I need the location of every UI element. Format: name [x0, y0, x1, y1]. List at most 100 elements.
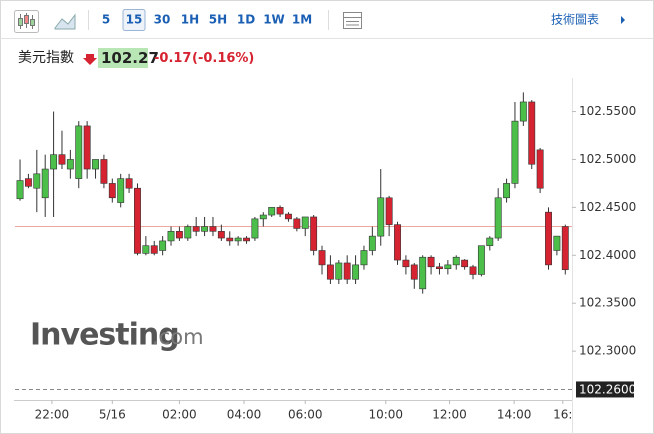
tech-chart-link[interactable]: 技術圖表 — [551, 13, 599, 27]
interval-button[interactable]: 5H — [209, 13, 227, 27]
candle-body — [318, 250, 326, 266]
candle-body — [125, 178, 133, 189]
link-arrow[interactable] — [621, 16, 625, 24]
interval-selected — [122, 9, 146, 31]
y-tick-label: 102.4500 — [579, 200, 636, 214]
candle-body — [66, 159, 74, 170]
x-tick-label: 10:00 — [368, 408, 403, 422]
candle-body — [50, 154, 58, 170]
candle-body — [301, 216, 309, 229]
price-change: -0.17 — [154, 51, 191, 66]
interval-button[interactable]: 5 — [102, 13, 110, 27]
candle-body — [167, 231, 175, 242]
interval-button[interactable]: 1W — [263, 13, 285, 27]
candle-body — [310, 216, 318, 251]
candle-body — [285, 213, 292, 220]
watermark-brand: Investing — [30, 318, 179, 353]
candle-body — [402, 259, 410, 268]
candle-body — [159, 240, 167, 251]
candle-body — [545, 211, 552, 266]
candle-body — [58, 154, 66, 165]
candle-body — [108, 183, 116, 199]
candle-body — [192, 226, 200, 232]
y-tick-label: 102.3500 — [579, 296, 636, 310]
last-price: 102.27 — [101, 49, 159, 67]
candle-body — [24, 178, 32, 187]
candle-body — [259, 214, 267, 220]
candle-body — [528, 101, 536, 165]
interval-button[interactable]: 1D — [237, 13, 255, 27]
candle-body — [41, 168, 49, 199]
interval-button[interactable]: 1H — [181, 13, 199, 27]
interval-button[interactable]: 30 — [154, 13, 171, 27]
candle-body — [184, 226, 192, 239]
table-icon[interactable] — [343, 12, 362, 29]
candle-body — [477, 245, 485, 275]
candle-body — [352, 264, 360, 280]
candle-body — [385, 197, 393, 225]
candle-body — [33, 173, 41, 189]
interval-button[interactable]: 15 — [126, 13, 143, 27]
candle-body — [142, 245, 150, 254]
candle-body — [553, 235, 561, 251]
interval-button[interactable]: 1M — [292, 13, 312, 27]
candle-body — [360, 250, 368, 266]
candle-body — [486, 237, 494, 247]
y-tick-label: 102.5500 — [579, 104, 636, 118]
candle-body — [444, 264, 452, 270]
candle-body — [251, 218, 259, 239]
candle-icon[interactable] — [14, 10, 39, 33]
x-tick-label: 02:00 — [162, 408, 197, 422]
candle-body — [394, 224, 401, 261]
price-change-pct: (-0.16%) — [192, 51, 254, 66]
area-icon[interactable] — [54, 13, 76, 30]
candle-body — [175, 231, 183, 239]
x-tick-label: 5/16 — [99, 408, 126, 422]
instrument-name: 美元指數 — [18, 50, 74, 66]
candle-body — [561, 226, 569, 270]
candle-body — [293, 218, 301, 229]
price-tag-label: 102.2600 — [579, 382, 636, 396]
candle-body — [410, 264, 418, 280]
interval-bar: 5 15 30 1H 5H 1D 1W 1M — [102, 9, 312, 31]
candle-body — [83, 125, 91, 170]
candle-body — [511, 120, 519, 184]
candle-body — [226, 237, 234, 242]
candle-body — [209, 226, 217, 232]
candle-body — [519, 101, 527, 122]
x-tick-label: 22:00 — [35, 408, 70, 422]
candle-body — [368, 235, 376, 251]
candle-body — [377, 197, 385, 237]
candle-body — [150, 245, 158, 254]
candle-body — [92, 159, 99, 170]
candle-body — [100, 159, 108, 184]
x-tick-label: 12:00 — [432, 408, 467, 422]
candle-body — [217, 231, 225, 239]
candle-body — [469, 266, 477, 275]
candle-body — [234, 237, 242, 242]
candle-body — [343, 262, 351, 280]
candle-body — [419, 256, 427, 290]
candle-body — [436, 266, 443, 270]
candle-body — [201, 226, 209, 232]
x-tick-label: 16: — [553, 408, 572, 422]
candle-body — [134, 187, 141, 254]
y-tick-label: 102.3000 — [579, 344, 636, 358]
candle-body — [461, 259, 469, 268]
candle-body — [335, 262, 343, 280]
candle-body — [503, 183, 511, 199]
candle-body — [276, 207, 284, 215]
candle-body — [243, 237, 250, 242]
candle-body — [16, 180, 24, 200]
candle-body — [494, 197, 502, 239]
candle-body — [536, 149, 544, 189]
price-tag — [576, 381, 634, 398]
watermark-suffix: .com — [152, 325, 204, 349]
candle-body — [117, 178, 125, 203]
candle-body — [427, 256, 435, 268]
y-tick-label: 102.5000 — [579, 152, 636, 166]
candle-body — [268, 207, 276, 216]
x-tick-label: 14:00 — [497, 408, 532, 422]
